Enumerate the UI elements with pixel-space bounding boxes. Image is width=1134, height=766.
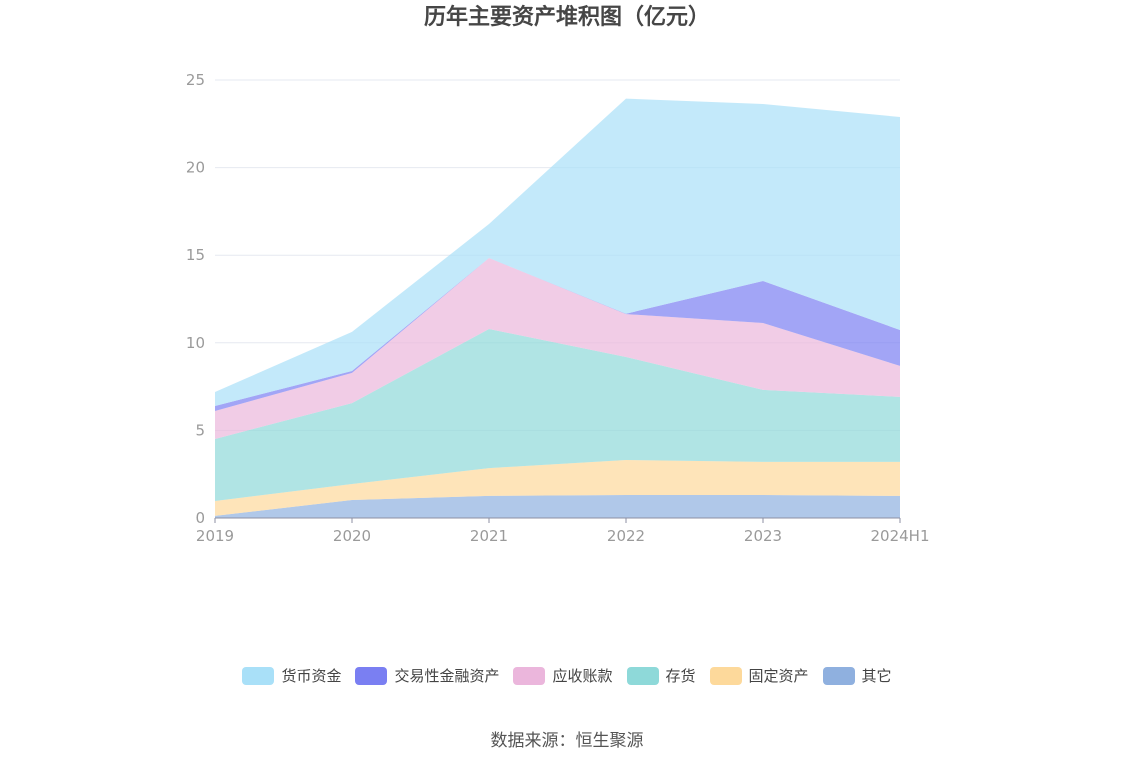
x-tick-label: 2023: [744, 527, 782, 545]
legend-item[interactable]: 固定资产: [709, 665, 809, 687]
data-source-note: 数据来源：恒生聚源: [490, 731, 644, 751]
legend-label: 货币资金: [281, 667, 342, 685]
area-band-series-1: [215, 258, 900, 411]
legend-item[interactable]: 交易性金融资产: [355, 665, 499, 687]
x-tick-label: 2021: [470, 527, 508, 545]
legend-swatch: [626, 667, 659, 685]
area-band-series-0: [215, 98, 900, 406]
legend-label: 应收账款: [552, 667, 613, 685]
x-tick-label: 2022: [607, 527, 645, 545]
y-tick-label: 5: [195, 421, 205, 439]
legend-item[interactable]: 货币资金: [242, 665, 341, 687]
y-tick-label: 0: [195, 509, 205, 527]
y-tick-label: 15: [186, 246, 205, 264]
y-tick-label: 10: [186, 334, 205, 352]
chart-legend: 货币资金 交易性金融资产 应收账款 存货 固定资产 其它: [0, 665, 1134, 687]
legend-item[interactable]: 应收账款: [513, 665, 613, 687]
x-tick-label: 2019: [196, 527, 234, 545]
chart-title: 历年主要资产堆积图（亿元）: [423, 5, 710, 30]
y-tick-label: 25: [186, 71, 205, 89]
legend-label: 存货: [665, 667, 696, 685]
legend-swatch: [709, 667, 742, 685]
area-band-series-4: [215, 460, 900, 516]
area-band-series-3: [215, 329, 900, 501]
legend-label: 固定资产: [748, 667, 809, 685]
legend-label: 交易性金融资产: [394, 667, 500, 685]
area-band-series-2: [215, 258, 900, 439]
legend-swatch: [513, 667, 546, 685]
x-tick-label: 2024H1: [871, 527, 930, 545]
legend-label: 其它: [861, 667, 892, 685]
legend-item[interactable]: 其它: [822, 665, 892, 687]
area-band-series-5: [215, 495, 900, 518]
y-axis: 0 5 10 15 20 25: [186, 71, 205, 527]
legend-swatch: [355, 667, 388, 685]
stacked-area-chart: 0 5 10 15 20 25 2019 2020 2021 2022 2023 2024H1: [186, 71, 930, 545]
legend-swatch: [242, 667, 275, 685]
area-series: [215, 98, 900, 518]
x-tick-label: 2020: [333, 527, 371, 545]
legend-swatch: [822, 667, 855, 685]
x-axis: 2019 2020 2021 2022 2023 2024H1: [196, 517, 930, 545]
legend-item[interactable]: 存货: [626, 665, 696, 687]
y-tick-label: 20: [186, 159, 205, 177]
